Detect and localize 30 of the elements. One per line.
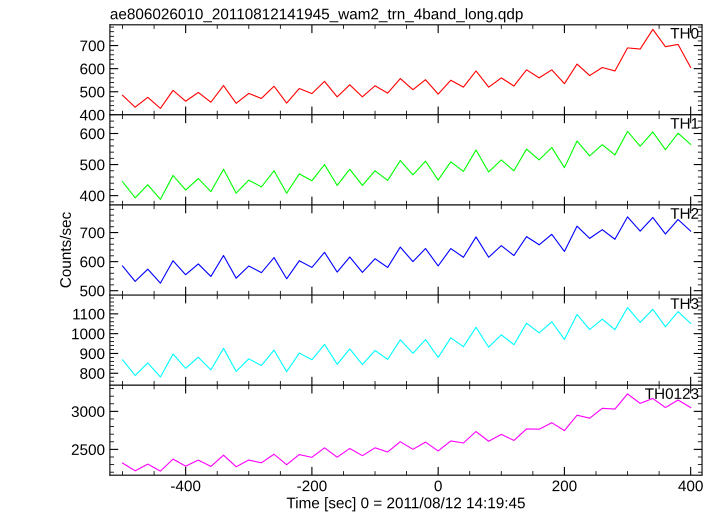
x-tick-label: 400 — [678, 480, 703, 492]
chart-title: ae806026010_20110812141945_wam2_trn_4band_long.qdp — [110, 8, 523, 22]
series-label: TH2 — [670, 208, 698, 219]
y-tick-label: 700 — [80, 227, 104, 238]
y-tick-label: 500 — [80, 86, 104, 98]
y-tick-label: 600 — [80, 256, 104, 268]
y-tick-label: 700 — [80, 40, 104, 52]
x-tick-label: -200 — [297, 480, 327, 492]
y-tick-label: 1000 — [72, 328, 104, 340]
y-tick-label: 800 — [80, 368, 104, 379]
x-tick-label: -400 — [171, 480, 200, 492]
y-tick-label: 2500 — [72, 444, 104, 456]
y-tick-label: 900 — [80, 348, 104, 360]
x-tick-label: 0 — [434, 480, 442, 492]
y-tick-label: 600 — [80, 128, 104, 140]
line-series — [122, 130, 692, 200]
y-tick-label: 400 — [80, 190, 104, 202]
x-axis-title: Time [sec] 0 = 2011/08/12 14:19:45 — [286, 497, 525, 512]
series-label: TH1 — [670, 118, 698, 129]
y-tick-label: 3000 — [72, 406, 104, 418]
series-label: TH0 — [670, 28, 698, 39]
y-tick-label: 500 — [80, 286, 104, 296]
y-tick-label: 1100 — [73, 308, 104, 320]
y-tick-label: 500 — [80, 159, 104, 170]
series-label: TH3 — [670, 298, 698, 309]
y-axis-title: Counts/sec — [60, 212, 71, 288]
series-label: TH0123 — [645, 388, 698, 400]
x-tick-label: 200 — [552, 480, 577, 492]
y-tick-label: 600 — [80, 64, 104, 74]
y-tick-label: 400 — [80, 110, 104, 121]
